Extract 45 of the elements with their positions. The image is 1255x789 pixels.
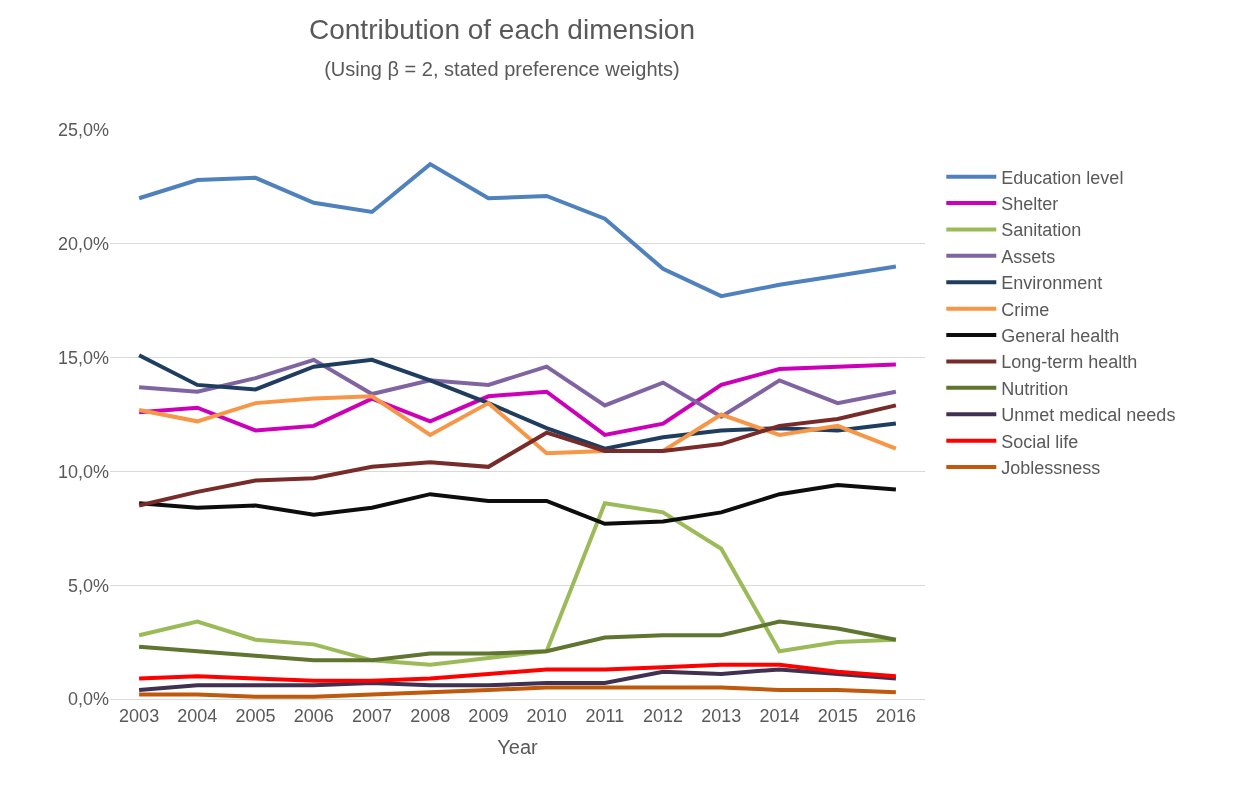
legend-label: Education level <box>1001 167 1124 188</box>
legend-label: Assets <box>1001 246 1056 267</box>
x-tick-label: 2005 <box>235 705 276 726</box>
y-tick-label: 25,0% <box>57 120 109 141</box>
x-tick-label: 2003 <box>119 705 160 726</box>
chart-title: Contribution of each dimension <box>308 14 696 46</box>
x-tick-label: 2008 <box>410 705 451 726</box>
line-series <box>137 362 898 437</box>
legend-label: Social life <box>1001 431 1079 452</box>
x-tick-label: 2015 <box>817 705 858 726</box>
x-tick-label: 2012 <box>643 705 684 726</box>
x-tick-label: 2011 <box>585 705 625 726</box>
legend-label: Joblessness <box>1001 458 1101 479</box>
x-axis-title: Year <box>497 736 539 759</box>
y-tick-label: 20,0% <box>57 234 109 255</box>
x-tick-label: 2013 <box>701 705 742 726</box>
line-series <box>137 685 898 699</box>
y-tick-label: 5,0% <box>67 575 109 596</box>
line-series <box>137 483 898 526</box>
legend-label: Environment <box>1001 273 1103 294</box>
x-tick-label: 2006 <box>293 705 334 726</box>
y-tick-label: 0,0% <box>67 689 109 710</box>
line-series <box>137 667 898 692</box>
x-tick-label: 2016 <box>875 705 916 726</box>
legend-label: General health <box>1001 326 1120 347</box>
y-tick-label: 15,0% <box>57 347 109 368</box>
x-tick-label: 2009 <box>468 705 509 726</box>
legend-label: Crime <box>1001 299 1050 320</box>
x-tick-label: 2007 <box>351 705 392 726</box>
legend-label: Long-term health <box>1001 352 1138 373</box>
line-series <box>137 403 898 508</box>
x-tick-label: 2004 <box>177 705 218 726</box>
line-series <box>137 662 898 683</box>
legend-label: Nutrition <box>1001 378 1069 399</box>
chart-subtitle: (Using β = 2, stated preference weights) <box>324 57 680 80</box>
line-series <box>137 357 898 419</box>
y-tick-label: 10,0% <box>57 461 109 482</box>
line-series <box>137 162 898 299</box>
x-tick-label: 2014 <box>759 705 800 726</box>
line-series <box>137 619 898 663</box>
legend-label: Unmet medical needs <box>1001 405 1176 426</box>
x-tick-label: 2010 <box>526 705 567 726</box>
legend-label: Sanitation <box>1001 220 1082 241</box>
line-series <box>137 394 898 456</box>
legend-label: Shelter <box>1001 194 1059 215</box>
